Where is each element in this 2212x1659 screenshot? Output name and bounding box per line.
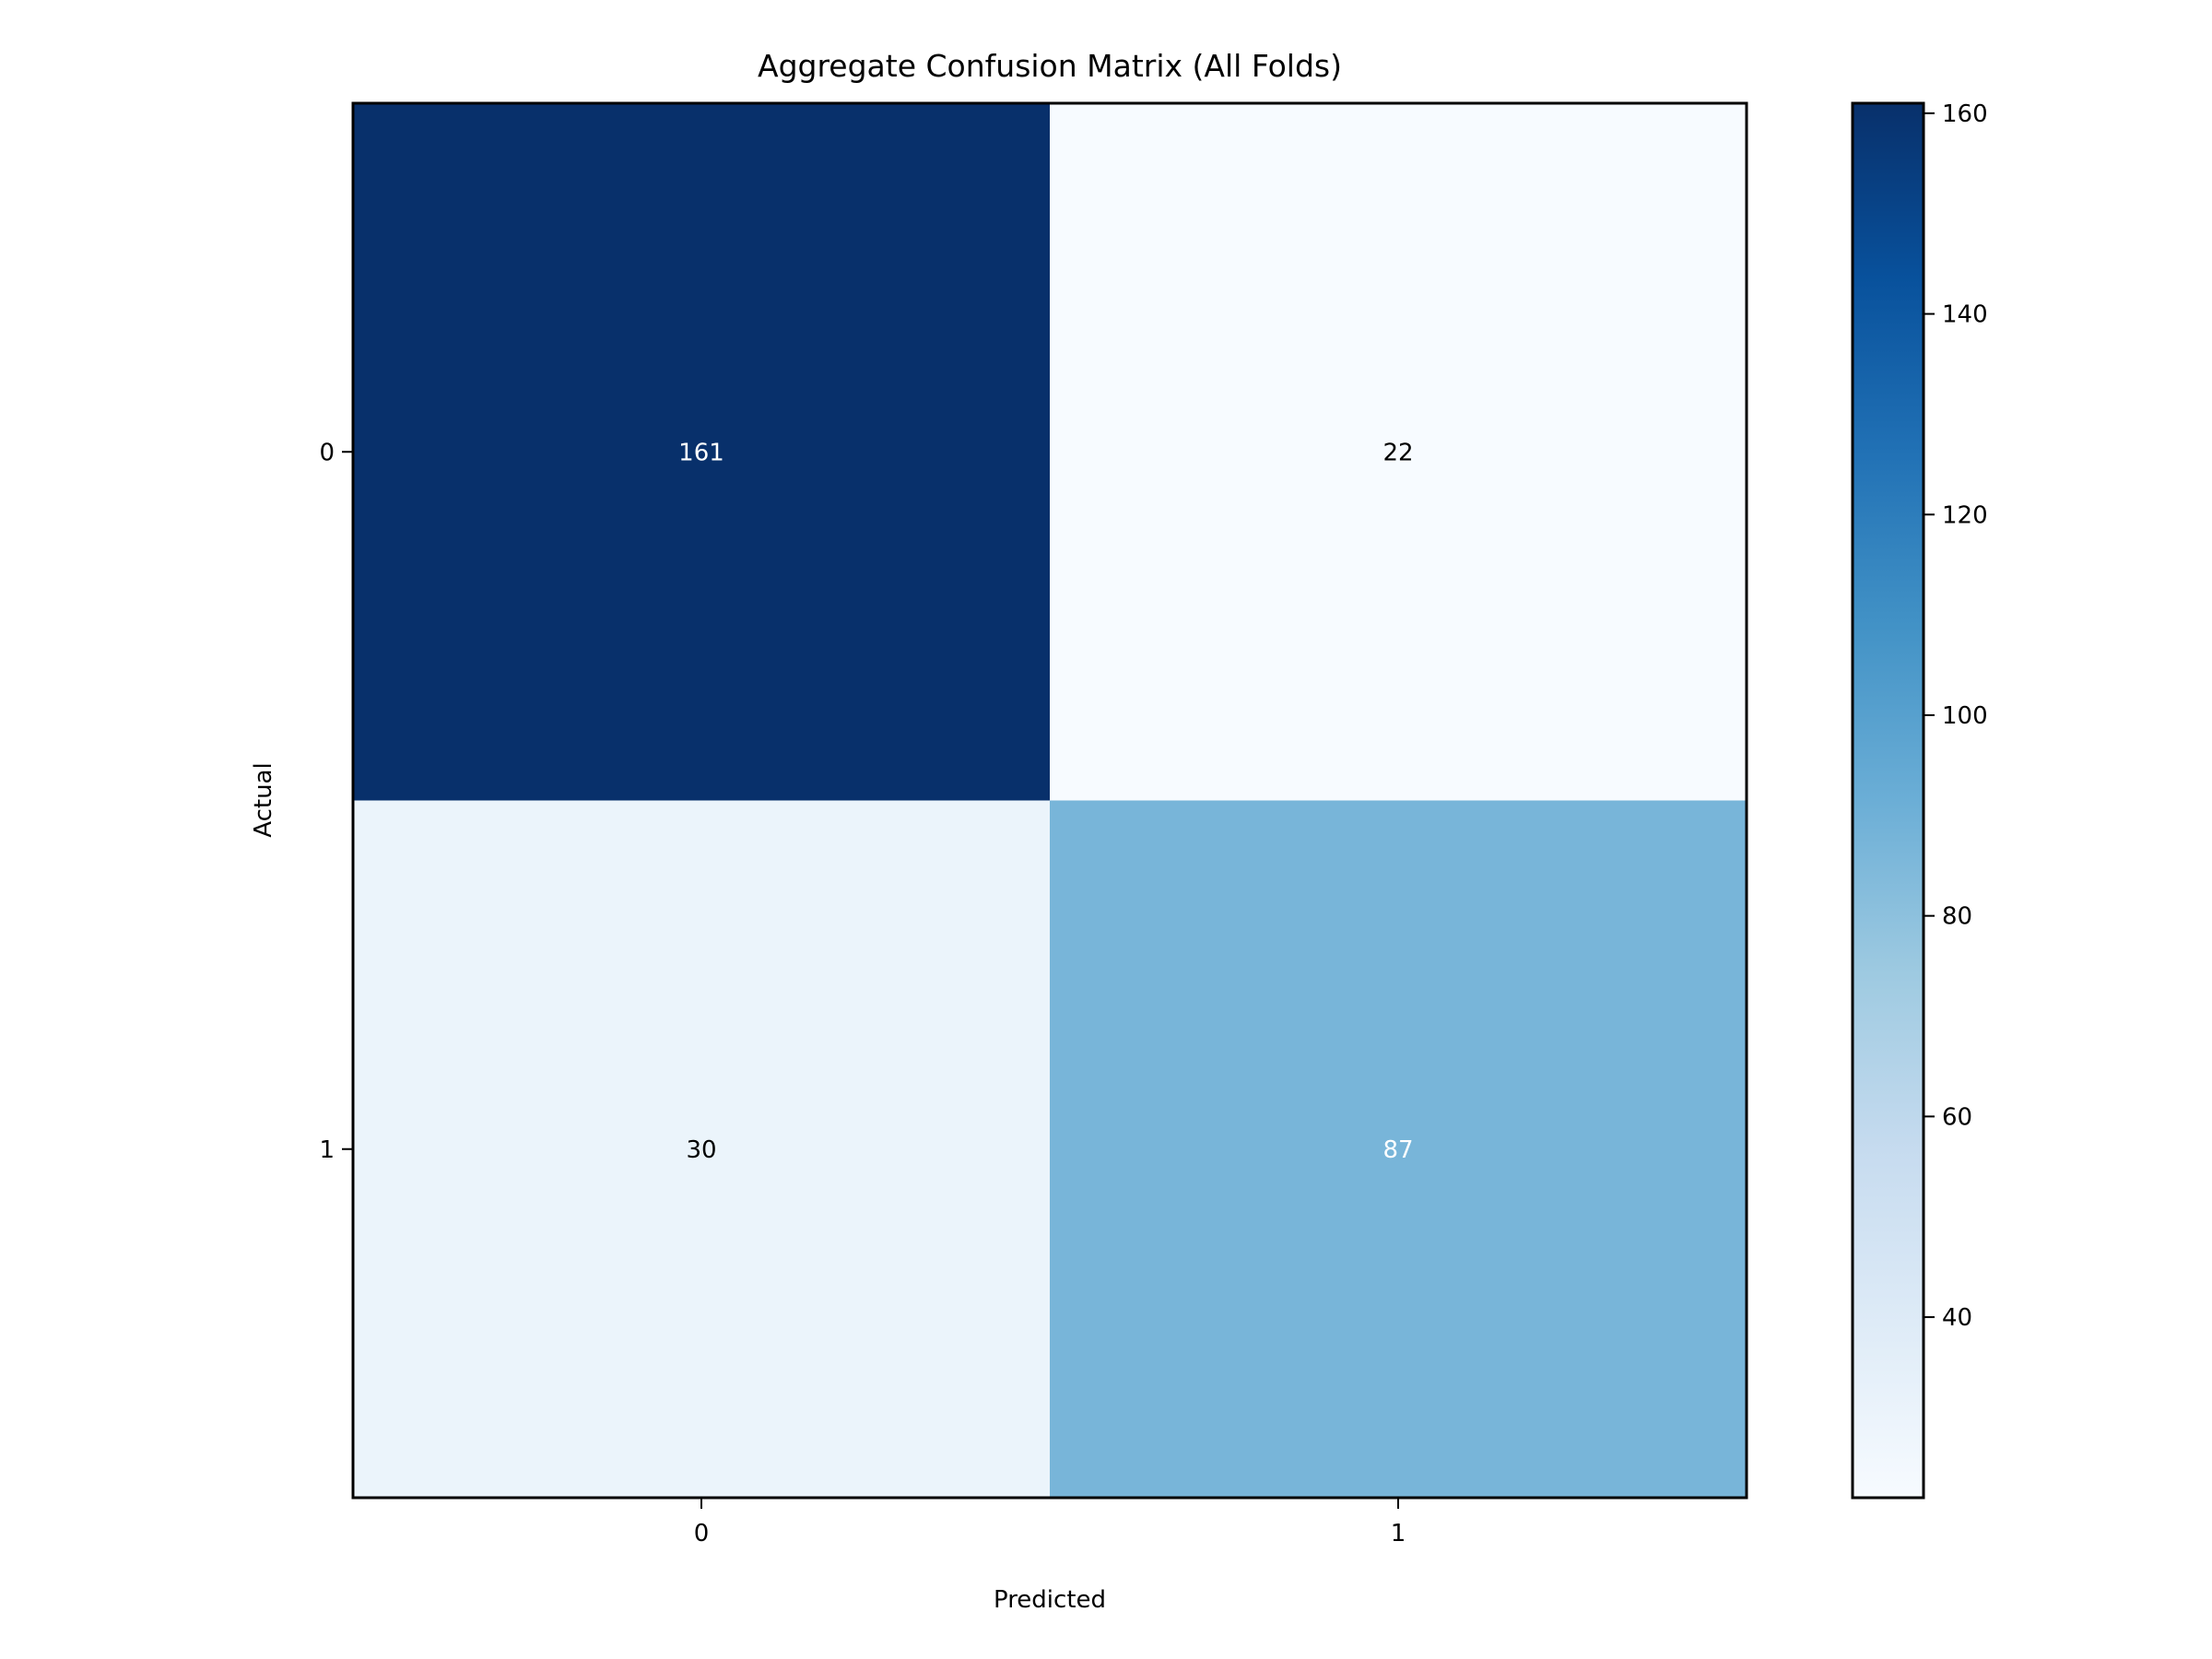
colorbar-tick-label: 40 <box>1942 1304 1972 1332</box>
colorbar-tick-label: 140 <box>1942 301 1988 329</box>
cell-value-label: 30 <box>686 1136 716 1164</box>
colorbar <box>1851 101 1925 1500</box>
x-tick-label: 1 <box>1391 1520 1406 1547</box>
x-axis-label: Predicted <box>994 1586 1106 1614</box>
colorbar-tick-label: 60 <box>1942 1103 1972 1131</box>
colorbar-tick-label: 160 <box>1942 100 1988 128</box>
cell-value-label: 161 <box>678 439 724 466</box>
matrix-cell <box>353 103 1051 801</box>
cell-value-label: 22 <box>1382 439 1413 466</box>
y-tick-label: 0 <box>319 439 335 466</box>
colorbar-tick-label: 80 <box>1942 903 1972 931</box>
chart-title: Aggregate Confusion Matrix (All Folds) <box>758 48 1342 84</box>
cell-value-label: 87 <box>1382 1136 1413 1164</box>
matrix-cell <box>1050 800 1747 1499</box>
y-axis-label: Actual <box>250 762 277 837</box>
y-tick-label: 1 <box>319 1136 335 1164</box>
matrix-cell <box>353 800 1051 1499</box>
colorbar-tick-label: 100 <box>1942 702 1988 730</box>
matrix-cell <box>1050 103 1747 801</box>
plot-frame <box>351 101 1748 1500</box>
colorbar-tick-label: 120 <box>1942 501 1988 529</box>
x-tick-label: 0 <box>694 1520 710 1547</box>
